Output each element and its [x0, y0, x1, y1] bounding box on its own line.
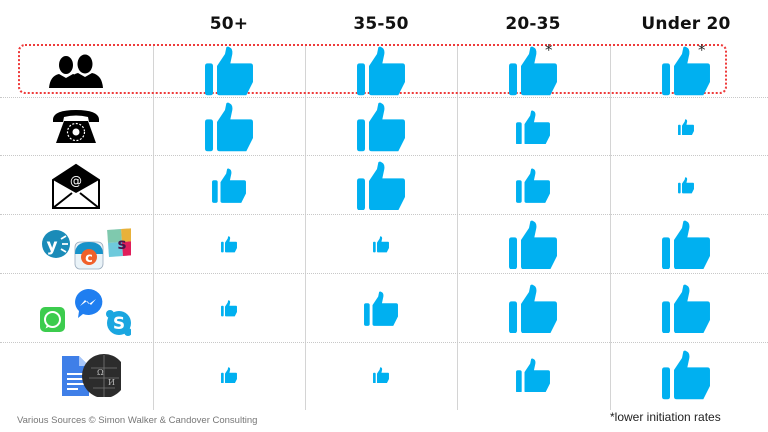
thumbs-up-icon	[678, 119, 694, 136]
thumbs-up-icon	[373, 236, 389, 253]
thumbs-up-icon: *	[662, 41, 710, 96]
column-header-50-plus: 50+	[209, 14, 249, 34]
footnote-lower-initiation: *lower initiation rates	[610, 410, 721, 424]
yammer-icon: y	[42, 229, 70, 258]
thumbs-up-icon	[212, 168, 246, 203]
thumbs-up-icon	[662, 284, 710, 334]
row-icon-in-person	[0, 46, 152, 96]
row-icon-instant-messaging: S	[0, 275, 152, 342]
thumbs-up-icon	[357, 46, 405, 96]
rating-cell-email-1	[305, 157, 457, 214]
rating-cell-collaboration-apps-1	[305, 216, 457, 273]
rating-cell-telephone-2	[457, 99, 609, 155]
rating-cell-collaboration-apps-2	[457, 216, 609, 273]
rating-cell-instant-messaging-3	[610, 275, 762, 342]
svg-text:Ω: Ω	[97, 368, 104, 377]
row-icon-telephone	[0, 99, 152, 155]
column-header-under-20: Under 20	[641, 14, 731, 34]
svg-text:s: s	[118, 235, 127, 253]
thumbs-up-icon	[662, 220, 710, 270]
rating-cell-documents-wiki-1	[305, 344, 457, 406]
thumbs-up-icon	[364, 291, 398, 326]
rating-cell-in-person-1	[305, 46, 457, 96]
rating-cell-email-3	[610, 157, 762, 214]
grid-row-divider	[0, 273, 768, 274]
grid-vertical-line	[610, 44, 611, 410]
grid-vertical-line	[305, 44, 306, 410]
thumbs-up-icon	[357, 102, 405, 152]
rating-cell-telephone-3	[610, 99, 762, 155]
svg-text:c: c	[85, 251, 93, 266]
thumbs-up-icon	[516, 358, 550, 393]
thumbs-up-icon	[509, 284, 557, 334]
rating-cell-in-person-2: *	[457, 41, 609, 96]
people-icon	[49, 54, 103, 88]
chatter-icon: c	[74, 241, 104, 269]
grid-row-divider	[0, 342, 768, 343]
thumbs-up-icon	[357, 161, 405, 211]
thumbs-up-icon	[221, 300, 237, 317]
rating-cell-instant-messaging-0	[153, 275, 305, 342]
thumbs-up-icon	[373, 367, 389, 384]
whatsapp-icon	[40, 306, 65, 332]
rating-cell-telephone-0	[153, 99, 305, 155]
row-icon-email: @	[0, 157, 152, 214]
thumbs-up-icon	[662, 350, 710, 400]
telephone-icon	[53, 110, 99, 143]
rating-cell-email-0	[153, 157, 305, 214]
thumbs-up-icon	[205, 46, 253, 96]
grid-vertical-line	[153, 44, 154, 410]
rating-cell-email-2	[457, 157, 609, 214]
rating-cell-in-person-0	[153, 46, 305, 96]
row-icon-collaboration-apps: y c s	[0, 216, 152, 273]
rating-cell-instant-messaging-2	[457, 275, 609, 342]
grid-row-divider	[0, 214, 768, 215]
grid-row-divider	[0, 155, 768, 156]
grid-row-divider	[0, 97, 768, 98]
grid-vertical-line	[457, 44, 458, 410]
asterisk-marker: *	[545, 41, 553, 60]
slack-icon: s	[107, 227, 131, 257]
rating-cell-collaboration-apps-3	[610, 216, 762, 273]
thumbs-up-icon	[516, 168, 550, 203]
svg-text:@: @	[70, 174, 82, 188]
rating-cell-telephone-1	[305, 99, 457, 155]
thumbs-up-icon	[205, 102, 253, 152]
rating-cell-in-person-3: *	[610, 41, 762, 96]
skype-icon: S	[106, 309, 131, 336]
column-header-35-50: 35-50	[353, 14, 409, 34]
asterisk-marker: *	[698, 41, 706, 60]
svg-text:S: S	[113, 314, 125, 334]
thumbs-up-icon	[221, 236, 237, 253]
source-credit: Various Sources © Simon Walker & Candove…	[17, 415, 258, 426]
rating-cell-instant-messaging-1	[305, 275, 457, 342]
svg-text:И: И	[108, 378, 115, 387]
row-icon-documents-wiki: Ω И	[0, 344, 152, 406]
thumbs-up-icon: *	[509, 41, 557, 96]
rating-cell-collaboration-apps-0	[153, 216, 305, 273]
thumbs-up-icon	[221, 367, 237, 384]
svg-text:y: y	[46, 236, 57, 256]
thumbs-up-icon	[516, 110, 550, 145]
wikipedia-icon: Ω И	[82, 354, 121, 397]
rating-cell-documents-wiki-0	[153, 344, 305, 406]
thumbs-up-icon	[678, 177, 694, 194]
rating-cell-documents-wiki-3	[610, 344, 762, 406]
column-header-20-35: 20-35	[505, 14, 561, 34]
rating-cell-documents-wiki-2	[457, 344, 609, 406]
email-icon: @	[52, 163, 100, 209]
thumbs-up-icon	[509, 220, 557, 270]
messenger-icon	[75, 288, 103, 318]
